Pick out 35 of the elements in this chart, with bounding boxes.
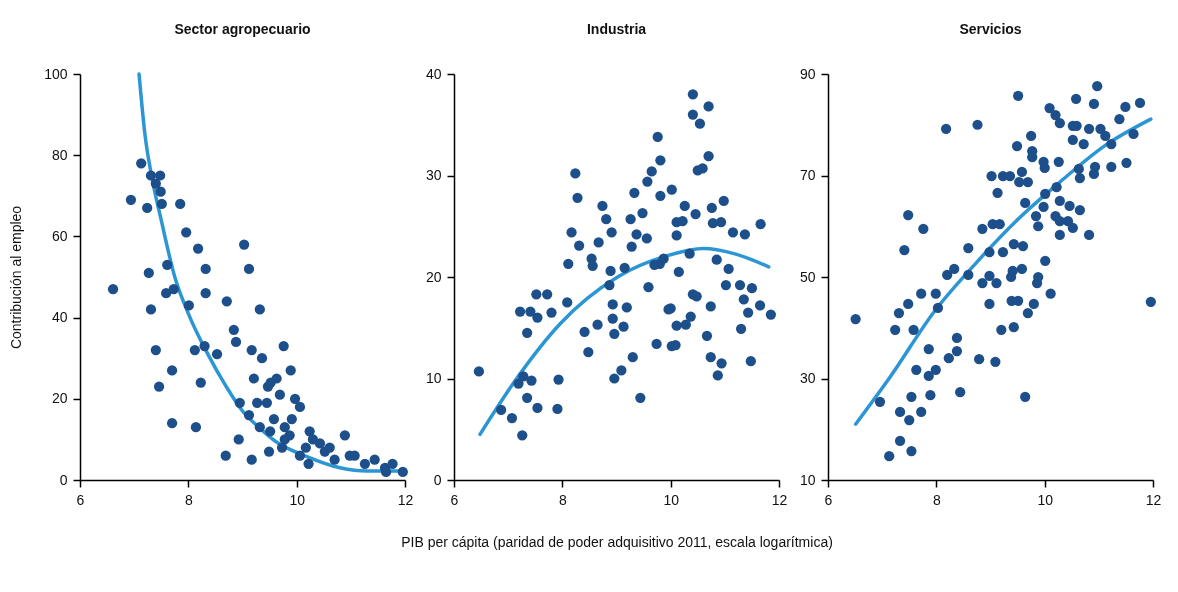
x-tick-label: 10 — [1037, 491, 1054, 508]
y-tick-label: 0 — [59, 471, 68, 488]
x-tick-label: 8 — [932, 491, 941, 508]
x-tick-label: 10 — [289, 491, 306, 508]
y-tick-label: 90 — [799, 65, 816, 82]
x-axis-title: PIB per cápita (paridad de poder adquisitivo 2011, escala logarítmica) — [401, 533, 833, 550]
y-tick-label: 80 — [51, 146, 68, 163]
y-tick-label: 20 — [425, 268, 442, 285]
x-tick-label: 6 — [76, 491, 85, 508]
x-tick-label: 6 — [450, 491, 459, 508]
chart-title: Servicios — [959, 21, 1022, 37]
x-tick-label: 10 — [663, 491, 680, 508]
chart-title: Industria — [586, 21, 647, 37]
y-axis-title: Contribución al empleo — [8, 205, 25, 350]
y-tick-label: 60 — [51, 227, 68, 244]
y-tick-label: 50 — [799, 268, 816, 285]
x-tick-label: 8 — [558, 491, 567, 508]
x-tick-label: 8 — [184, 491, 193, 508]
y-tick-label: 20 — [51, 390, 68, 407]
x-tick-label: 6 — [824, 491, 833, 508]
chart-title: Sector agropecuario — [174, 21, 311, 37]
y-tick-label: 100 — [44, 65, 68, 82]
y-tick-label: 0 — [433, 471, 442, 488]
line-series — [853, 117, 1153, 426]
x-tick-label: 12 — [397, 491, 414, 508]
x-tick-label: 12 — [1145, 491, 1162, 508]
y-tick-label: 10 — [799, 471, 816, 488]
y-tick-label: 10 — [425, 370, 442, 386]
y-tick-label: 40 — [425, 65, 442, 82]
y-tick-label: 40 — [51, 309, 68, 326]
line-series — [478, 246, 771, 437]
y-tick-label: 30 — [425, 167, 442, 183]
y-tick-label: 30 — [799, 370, 816, 386]
y-tick-label: 70 — [799, 167, 816, 183]
x-tick-label: 12 — [771, 491, 788, 508]
